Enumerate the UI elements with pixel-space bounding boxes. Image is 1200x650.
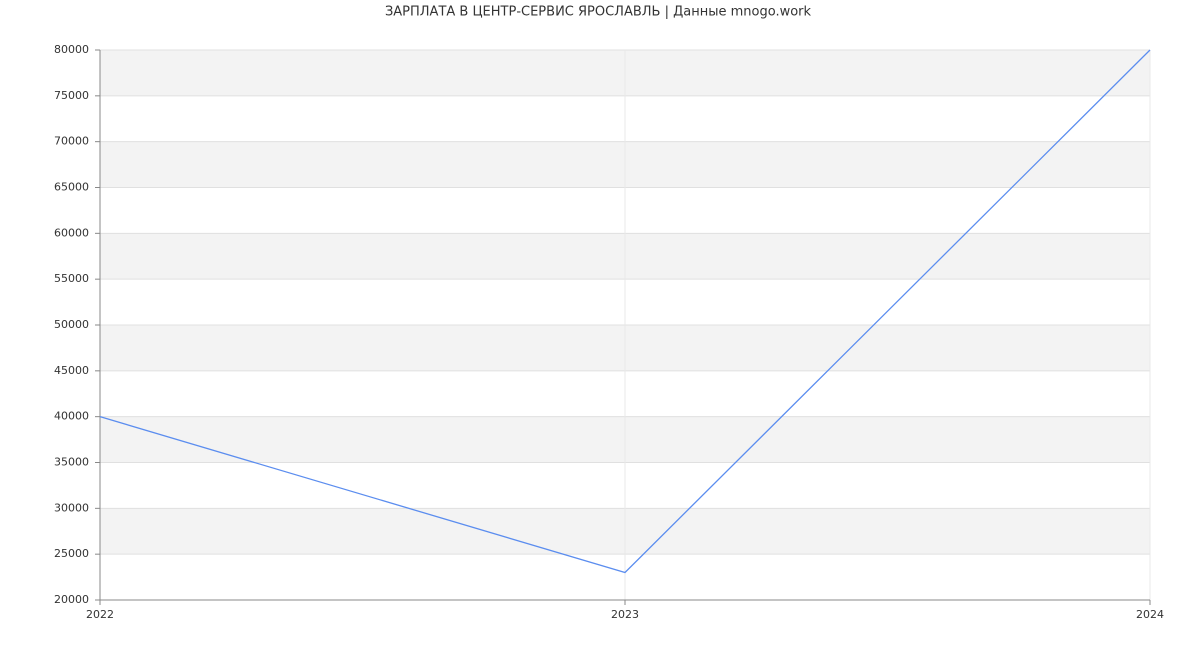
- x-tick-label: 2023: [611, 608, 639, 621]
- y-tick-label: 25000: [54, 547, 89, 560]
- y-tick-label: 35000: [54, 456, 89, 469]
- y-tick-label: 60000: [54, 226, 89, 239]
- y-tick-label: 70000: [54, 135, 89, 148]
- x-tick-label: 2022: [86, 608, 114, 621]
- y-tick-label: 75000: [54, 89, 89, 102]
- y-tick-label: 40000: [54, 410, 89, 423]
- y-tick-label: 20000: [54, 593, 89, 606]
- y-tick-label: 50000: [54, 318, 89, 331]
- line: [99, 49, 1151, 574]
- x-tick-label: 2024: [1136, 608, 1164, 621]
- y-tick-label: 80000: [54, 43, 89, 56]
- chart-title: ЗАРПЛАТА В ЦЕНТР-СЕРВИС ЯРОСЛАВЛЬ | Данн…: [385, 5, 812, 20]
- y-tick-label: 65000: [54, 181, 89, 194]
- y-tick-label: 30000: [54, 501, 89, 514]
- y-tick-label: 55000: [54, 272, 89, 285]
- y-tick-label: 45000: [54, 364, 89, 377]
